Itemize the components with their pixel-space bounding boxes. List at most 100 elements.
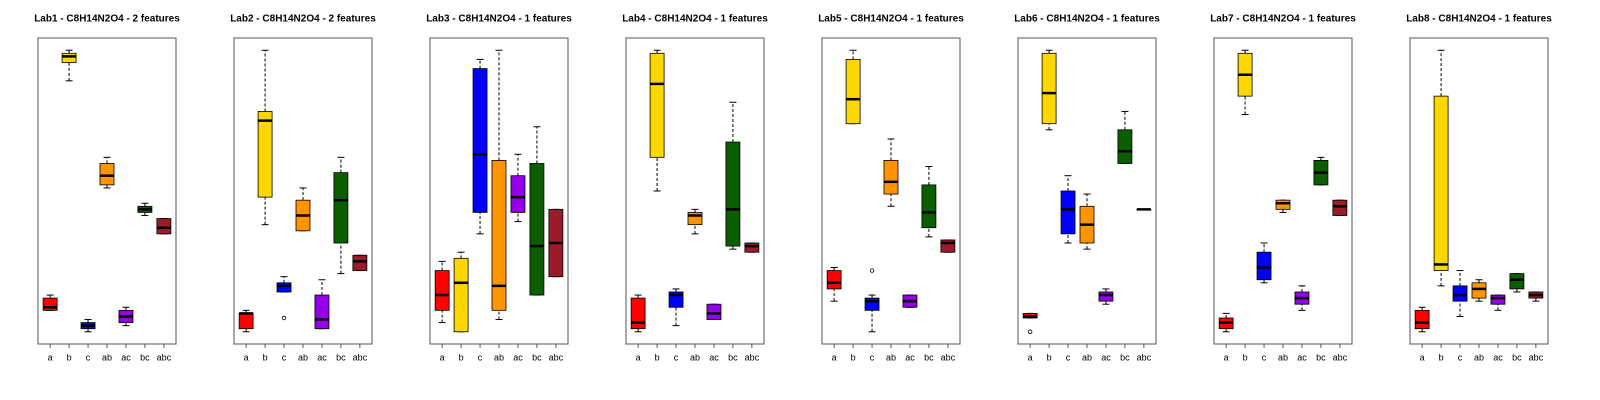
x-tick-label: b — [655, 352, 660, 362]
x-tick-label: a — [440, 352, 445, 362]
panel-title: Lab6 - C8H14N2O4 - 1 features — [1014, 14, 1160, 25]
plot-frame — [1017, 37, 1157, 345]
panel-title: Lab3 - C8H14N2O4 - 1 features — [426, 14, 572, 25]
x-tick-label: c — [1066, 352, 1071, 362]
x-tick-label: a — [832, 352, 837, 362]
x-tick-label: c — [870, 352, 875, 362]
box — [1117, 129, 1133, 164]
box — [1275, 199, 1291, 210]
x-tick-label: bc — [140, 352, 150, 362]
box — [1414, 309, 1430, 330]
x-tick-label: b — [1439, 352, 1444, 362]
box — [706, 303, 722, 320]
box — [510, 175, 526, 213]
x-tick-label: b — [459, 352, 464, 362]
x-tick-label: b — [263, 352, 268, 362]
x-tick-label: ac — [121, 352, 131, 362]
box — [257, 111, 273, 198]
x-tick-label: b — [1243, 352, 1248, 362]
x-tick-label: a — [244, 352, 249, 362]
x-tick-label: abc — [1333, 352, 1348, 362]
x-tick-label: abc — [1529, 352, 1544, 362]
x-tick-label: ab — [690, 352, 700, 362]
x-tick-label: abc — [157, 352, 172, 362]
x-tick-label: bc — [1512, 352, 1522, 362]
outlier — [869, 268, 875, 273]
plot-frame — [1213, 37, 1353, 345]
x-tick-label: ab — [494, 352, 504, 362]
box — [529, 163, 545, 296]
x-tick-label: ac — [1493, 352, 1503, 362]
box — [649, 52, 665, 158]
x-tick-label: ac — [709, 352, 719, 362]
x-tick-label: ac — [905, 352, 915, 362]
box — [744, 242, 760, 253]
box — [1452, 285, 1468, 302]
x-tick-label: abc — [353, 352, 368, 362]
x-tick-label: ac — [1101, 352, 1111, 362]
box — [845, 59, 861, 125]
box — [826, 270, 842, 290]
box — [434, 270, 450, 311]
box — [1490, 294, 1506, 305]
box — [491, 159, 507, 311]
box — [1041, 52, 1057, 125]
panel-title: Lab7 - C8H14N2O4 - 1 features — [1210, 14, 1356, 25]
x-tick-label: c — [674, 352, 679, 362]
box — [352, 254, 368, 271]
x-tick-label: ac — [317, 352, 327, 362]
x-tick-label: b — [851, 352, 856, 362]
x-tick-label: a — [1420, 352, 1425, 362]
x-tick-label: abc — [549, 352, 564, 362]
x-tick-label: ac — [513, 352, 523, 362]
box — [883, 159, 899, 195]
outlier — [281, 315, 287, 321]
x-tick-label: abc — [941, 352, 956, 362]
panel-title: Lab1 - C8H14N2O4 - 2 features — [34, 14, 180, 25]
x-tick-label: bc — [336, 352, 346, 362]
box — [1433, 95, 1449, 271]
box — [99, 163, 115, 186]
x-tick-label: abc — [745, 352, 760, 362]
plot-frame — [233, 37, 373, 345]
plot-frame — [37, 37, 177, 345]
x-tick-label: bc — [1120, 352, 1130, 362]
x-tick-label: ab — [1474, 352, 1484, 362]
x-tick-label: bc — [728, 352, 738, 362]
box — [61, 52, 77, 63]
x-tick-label: ab — [886, 352, 896, 362]
x-tick-label: ac — [1297, 352, 1307, 362]
x-tick-label: ab — [102, 352, 112, 362]
box — [1509, 273, 1525, 290]
x-tick-label: c — [282, 352, 287, 362]
panel-title: Lab2 - C8H14N2O4 - 2 features — [230, 14, 376, 25]
box — [1098, 291, 1114, 302]
box — [333, 172, 349, 244]
panel-title: Lab4 - C8H14N2O4 - 1 features — [622, 14, 768, 25]
x-tick-label: b — [67, 352, 72, 362]
box — [453, 257, 469, 333]
x-tick-label: ab — [1278, 352, 1288, 362]
box — [314, 294, 330, 330]
box — [630, 297, 646, 330]
plot-frame — [625, 37, 765, 345]
outlier — [1027, 329, 1033, 334]
x-tick-label: a — [636, 352, 641, 362]
box — [1256, 251, 1272, 281]
x-tick-label: c — [86, 352, 91, 362]
panel-title: Lab8 - C8H14N2O4 - 1 features — [1406, 14, 1552, 25]
box — [1471, 282, 1487, 299]
x-tick-label: ab — [1082, 352, 1092, 362]
box — [1060, 190, 1076, 235]
box — [725, 141, 741, 247]
x-tick-label: a — [1028, 352, 1033, 362]
x-tick-label: c — [478, 352, 483, 362]
box — [276, 282, 292, 293]
box — [1332, 199, 1348, 216]
panel-title: Lab5 - C8H14N2O4 - 1 features — [818, 14, 964, 25]
x-tick-label: ab — [298, 352, 308, 362]
box — [156, 218, 172, 235]
x-tick-label: bc — [532, 352, 542, 362]
box — [921, 184, 937, 229]
